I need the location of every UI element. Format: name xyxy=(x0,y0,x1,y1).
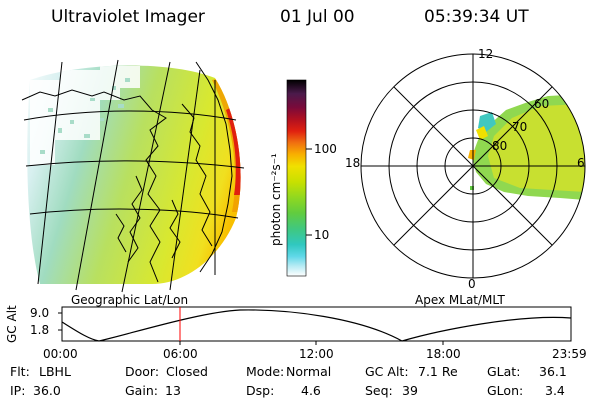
dsp-value: 4.6 xyxy=(301,383,321,398)
altitude-xtick-1200: 12:00 xyxy=(299,347,334,361)
dsp-label: Dsp: xyxy=(246,383,275,398)
coastlines xyxy=(21,61,233,283)
colorbar-unit-label: photon cm⁻²s⁻¹ xyxy=(269,153,283,246)
geographic-map-label: Geographic Lat/Lon xyxy=(71,293,189,307)
glon-label: GLon: xyxy=(487,383,524,398)
altitude-xtick-2359: 23:59 xyxy=(552,347,587,361)
altitude-curve xyxy=(61,309,572,342)
gc-alt-value: 7.1 Re xyxy=(418,364,458,379)
ip-label: IP: xyxy=(10,383,26,398)
limb-band-red xyxy=(226,108,241,195)
glat-value: 36.1 xyxy=(539,364,567,379)
latlon-grid xyxy=(23,59,245,293)
mlt-label-0: 0 xyxy=(468,277,476,291)
altitude-plot xyxy=(58,306,572,345)
altitude-ytick-low: 1.8 xyxy=(30,323,50,337)
gc-alt-label: GC Alt: xyxy=(365,364,409,379)
colorbar xyxy=(286,79,312,277)
colorbar-label-10: 10 xyxy=(314,228,330,242)
polar-plot-label: Apex MLat/MLT xyxy=(415,293,505,307)
ip-value: 36.0 xyxy=(33,383,61,398)
altitude-ytick-high: 9.0 xyxy=(30,306,50,320)
lat-label-70: 70 xyxy=(512,120,528,134)
flt-value: LBHL xyxy=(39,364,71,379)
lat-label-80: 80 xyxy=(492,139,508,153)
glat-label: GLat: xyxy=(487,364,521,379)
polar-plot xyxy=(360,53,586,279)
mlt-label-6: 6 xyxy=(577,156,585,170)
mlt-label-12: 12 xyxy=(478,47,494,61)
polar-diagonal-2 xyxy=(393,86,553,246)
glon-value: 3.4 xyxy=(545,383,565,398)
mode-value: Normal xyxy=(286,364,332,379)
gain-value: 13 xyxy=(165,383,181,398)
altitude-xtick-0600: 06:00 xyxy=(163,347,198,361)
sparse-speckles-color xyxy=(40,78,130,154)
mlt-label-18: 18 xyxy=(345,156,361,170)
door-label: Door: xyxy=(125,364,160,379)
app-title: Ultraviolet Imager xyxy=(51,7,205,27)
altitude-xtick-1800: 18:00 xyxy=(426,347,461,361)
door-value: Closed xyxy=(166,364,208,379)
mode-label: Mode: xyxy=(246,364,285,379)
polar-grid xyxy=(360,53,586,279)
altitude-ylabel: GC Alt xyxy=(5,305,19,343)
date-label: 01 Jul 00 xyxy=(280,7,355,27)
geographic-map xyxy=(21,59,245,293)
seq-label: Seq: xyxy=(365,383,393,398)
time-label: 05:39:34 UT xyxy=(424,7,529,27)
gain-label: Gain: xyxy=(125,383,158,398)
flt-label: Flt: xyxy=(10,364,30,379)
lat-label-60: 60 xyxy=(534,97,550,111)
colorbar-label-100: 100 xyxy=(314,142,337,156)
seq-value: 39 xyxy=(402,383,418,398)
altitude-frame xyxy=(61,306,572,342)
altitude-xtick-0000: 00:00 xyxy=(43,347,78,361)
colorbar-ramp xyxy=(286,79,307,277)
